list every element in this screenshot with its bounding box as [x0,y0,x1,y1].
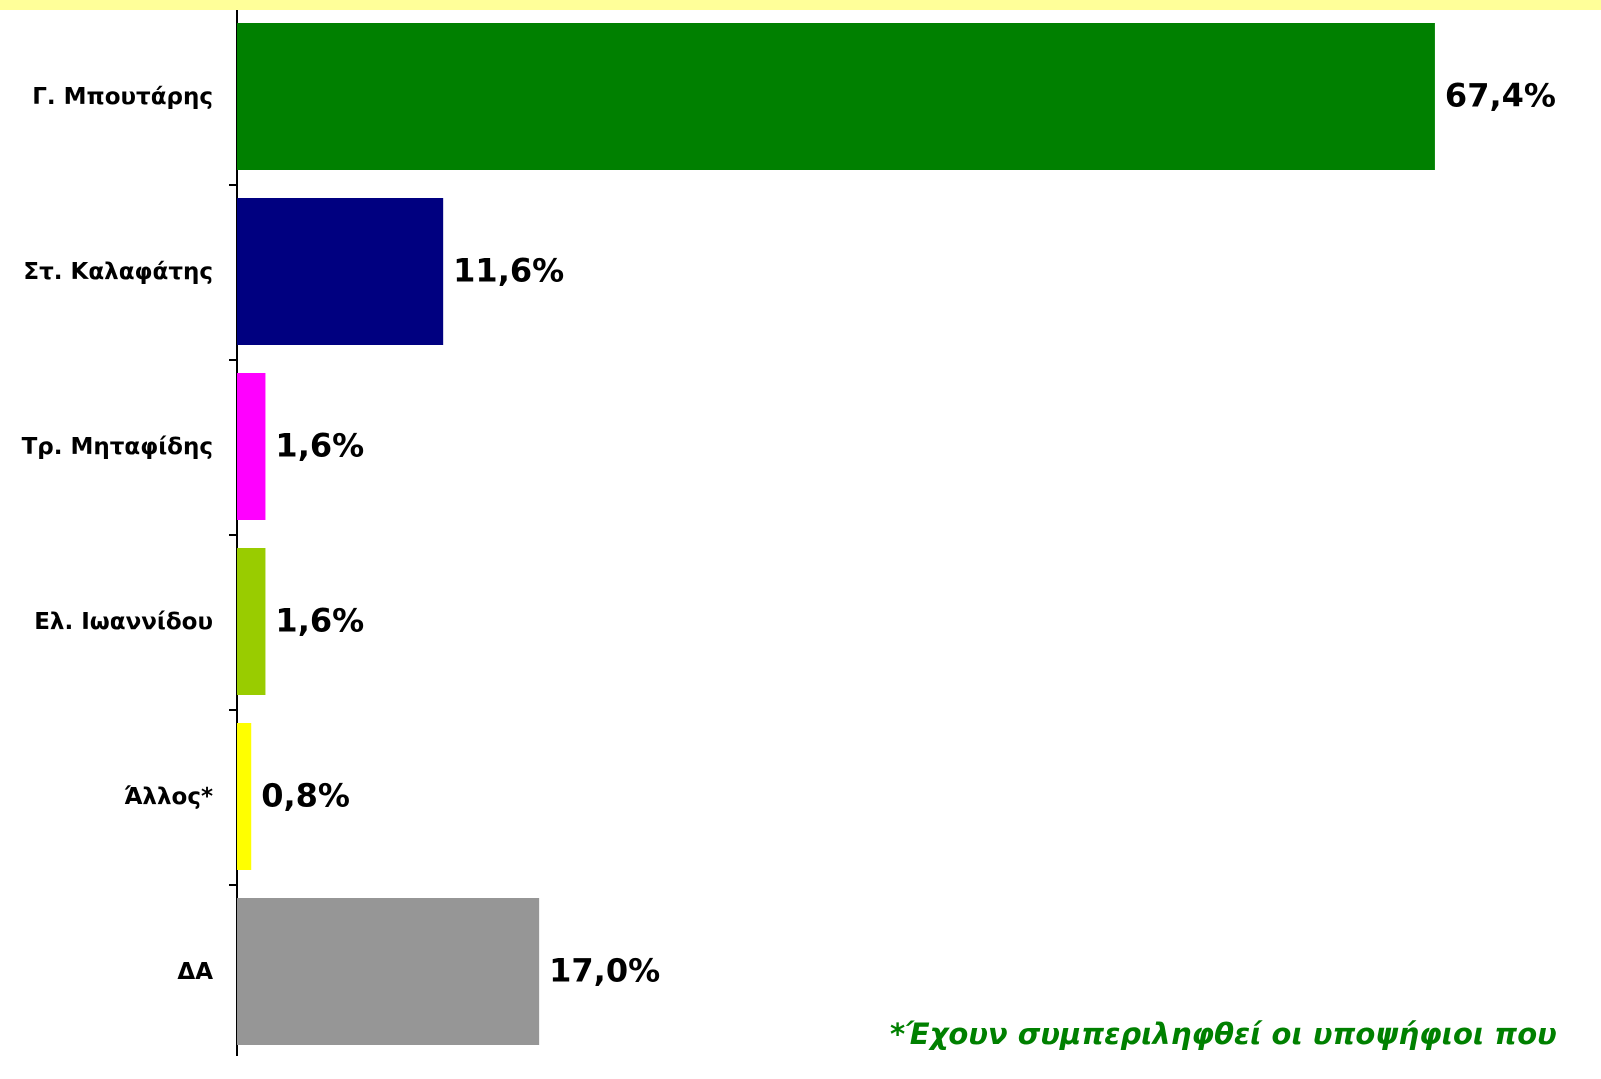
bar [237,898,540,1045]
bar [237,548,266,695]
category-label: Τρ. Μηταφίδης [22,434,213,460]
category-label: Γ. Μπουτάρης [32,84,213,110]
top-band [0,0,1601,10]
bar [237,373,266,520]
bar [237,198,444,345]
category-label: Ελ. Ιωαννίδου [34,609,213,635]
bar [237,723,252,870]
value-label: 1,6% [275,602,364,640]
footnote: *Έχουν συμπεριληφθεί οι υποψήφιοι που [890,1017,1557,1051]
value-label: 67,4% [1445,77,1556,115]
category-label: Στ. Καλαφάτης [23,259,213,285]
bar [237,23,1435,170]
category-label: ΔΑ [177,959,213,985]
value-label: 11,6% [453,252,564,290]
value-label: 1,6% [275,427,364,465]
value-label: 0,8% [261,777,350,815]
value-label: 17,0% [549,952,660,990]
category-label: Άλλος* [124,784,213,810]
